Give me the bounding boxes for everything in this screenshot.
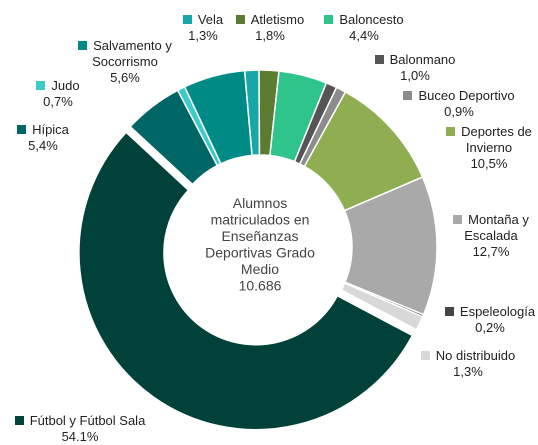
center-text: Alumnos [233,195,287,211]
legend-label: Espeleología 0,2% [442,304,538,336]
legend-label: Montaña y Escalada 12,7% [446,212,536,260]
slice [183,69,253,165]
category-name: Deportes de Invierno [461,124,532,155]
value-label: 1,3% [453,364,483,379]
value-label: 0,7% [43,94,73,109]
legend-label: Deportes de Invierno 10,5% [440,124,538,172]
category-name: Atletismo [250,12,305,27]
legend-label: Fútbol y Fútbol Sala 54.1% [10,413,150,445]
center-text: 10.686 [239,278,282,294]
legend-label: No distribuido 1,3% [414,348,522,380]
center-text: Enseñanzas [221,228,298,244]
category-name: Vela [197,12,224,27]
legend-label: Atletismo 1,8% [228,12,312,44]
legend-swatch [14,416,24,425]
value-label: 5,4% [28,138,58,153]
value-label: 1,3% [188,28,218,43]
legend-label: Hípica 5,4% [8,122,78,154]
legend-swatch [444,307,454,316]
value-label: 0,2% [475,320,505,335]
value-label: 10,5% [470,156,508,171]
value-label: 5,6% [110,70,140,85]
legend-swatch [182,15,192,24]
category-name: No distribuido [435,348,516,363]
category-name: Salvamento y Socorrismo [92,38,172,69]
category-name: Fútbol y Fútbol Sala [29,413,146,428]
center-text: matriculados en [211,212,310,228]
legend-swatch [235,15,245,24]
value-label: 0,9% [444,104,474,119]
category-name: Baloncesto [339,12,404,27]
value-label: 1,8% [255,28,285,43]
legend-swatch [453,215,463,224]
legend-label: Buceo Deportivo 0,9% [396,88,522,120]
legend-label: Salvamento y Socorrismo 5,6% [66,38,184,86]
legend-swatch [446,127,456,136]
center-text: Medio [241,261,279,277]
legend-swatch [324,15,334,24]
slice [78,131,414,431]
legend-swatch [374,55,384,64]
legend-swatch [420,351,430,360]
legend-label: Baloncesto 4,4% [314,12,414,44]
legend-swatch [403,91,413,100]
category-name: Buceo Deportivo [418,88,515,103]
value-label: 1,0% [400,68,430,83]
value-label: 4,4% [349,28,379,43]
legend-label: Vela 1,3% [170,12,236,44]
legend-swatch [17,125,27,134]
category-name: Balonmano [389,52,456,67]
center-text: Deportivas Grado [205,245,315,261]
legend-swatch [78,41,88,50]
legend-label: Balonmano 1,0% [365,52,465,84]
legend-label: Judo 0,7% [28,78,88,110]
category-name: Espeleología [459,304,536,319]
category-name: Hípica [32,122,69,137]
category-name: Montaña y Escalada [464,212,529,243]
legend-swatch [36,81,46,90]
slice [340,282,424,331]
value-label: 12,7% [472,244,510,259]
value-label: 54.1% [61,429,99,444]
category-name: Judo [51,78,80,93]
